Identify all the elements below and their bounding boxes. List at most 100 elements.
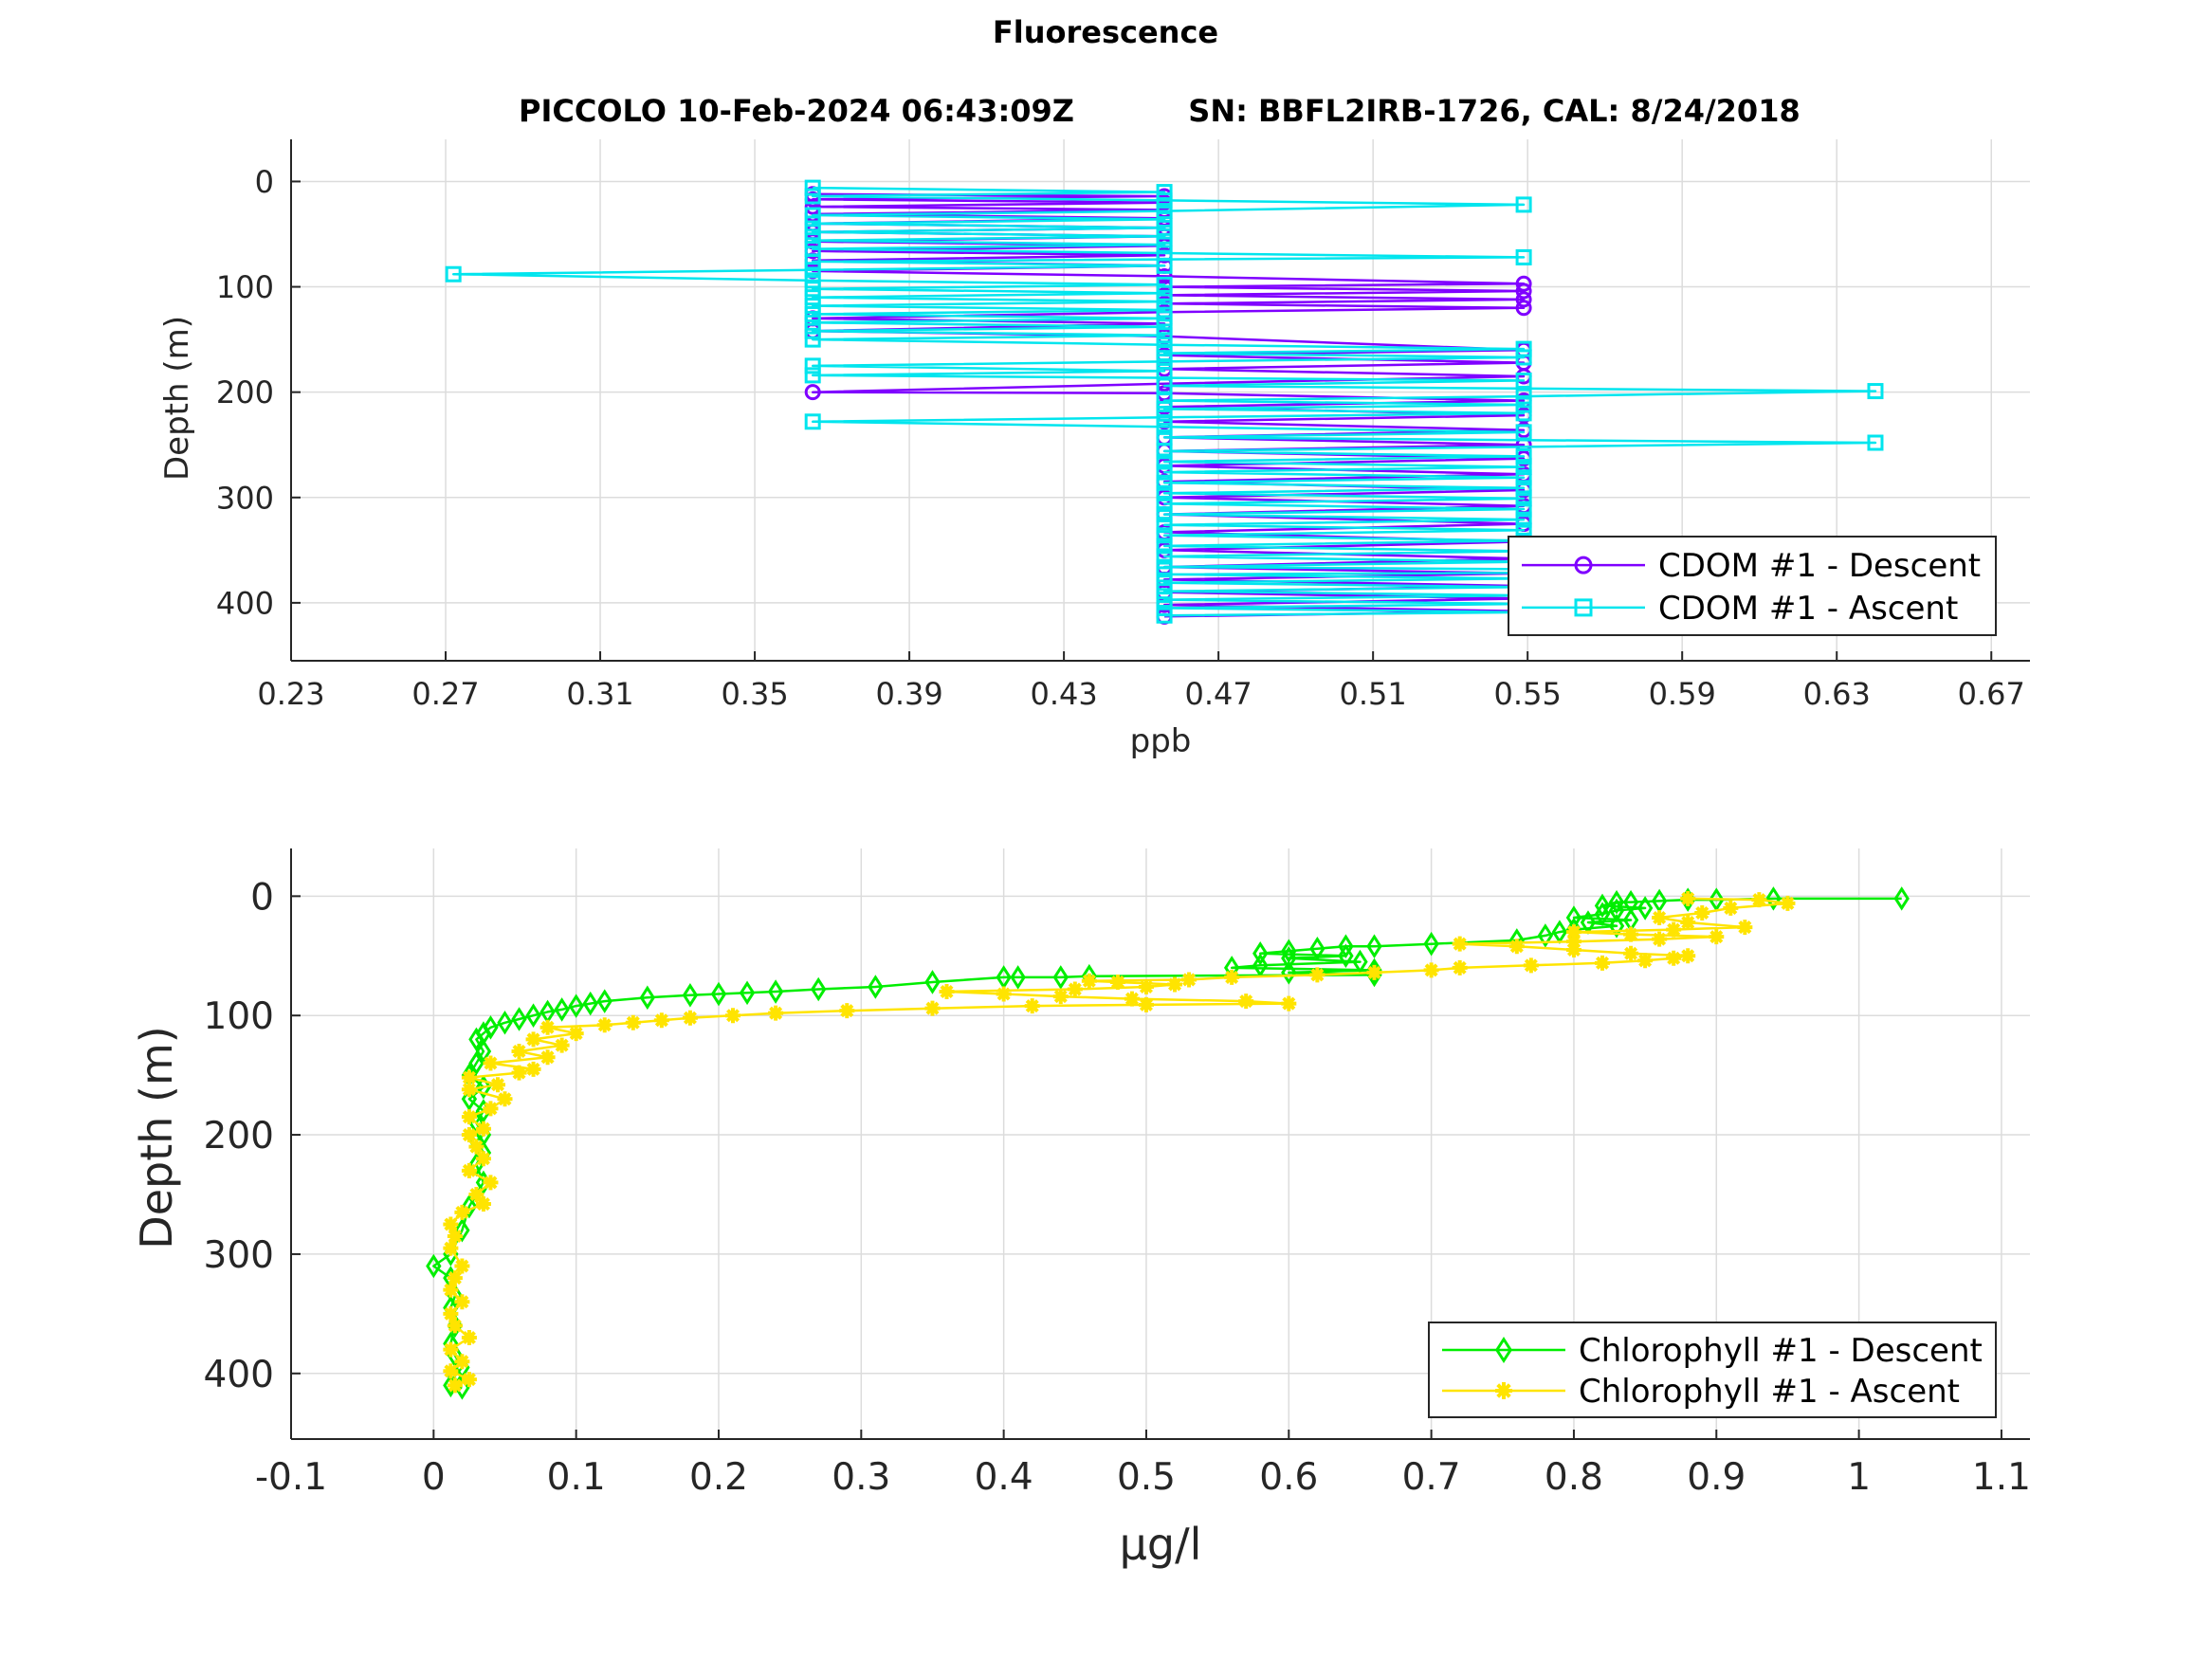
cdom-legend-label: CDOM #1 - Ascent [1658,590,1958,628]
chlorophyll-data-point [596,989,612,1013]
chlorophyll-data-point [1608,914,1625,939]
cdom-data-point [1515,447,1532,465]
cdom-data-point [1156,245,1173,262]
chlorophyll-x-tick-label: 1 [1847,1456,1871,1499]
cdom-y-tick-label: 0 [255,164,274,200]
chlorophyll-data-point [475,1151,491,1167]
cdom-x-tick-label: 0.55 [1494,676,1562,712]
cdom-data-point [1156,203,1173,220]
chlorophyll-data-point [1565,924,1581,940]
cdom-x-tick-label: 0.67 [1958,676,2025,712]
chlorophyll-data-point [454,1204,470,1220]
chlorophyll-data-point [483,1101,499,1117]
cdom-x-tick-label: 0.23 [257,676,324,712]
chlorophyll-data-point [447,1270,463,1286]
chlorophyll-y-axis-label: Depth (m) [131,1026,182,1249]
chlorophyll-x-tick-label: 1.1 [1972,1456,2031,1499]
chlorophyll-data-point [554,997,570,1022]
cdom-data-point [804,272,821,289]
chlorophyll-y-tick-label: 400 [204,1354,274,1396]
cdom-y-tick-label: 300 [216,480,274,516]
chlorophyll-data-point [1666,921,1682,938]
chlorophyll-data-point [461,1069,477,1085]
cdom-data-point [1156,210,1173,228]
cdom-data-point [1156,377,1173,394]
cdom-data-point [445,265,462,283]
chlorophyll-data-point [1452,936,1468,952]
cdom-data-point [1156,495,1173,512]
cdom-data-point [1156,592,1173,609]
cdom-x-tick-label: 0.39 [875,676,942,712]
chlorophyll-x-tick-label: 0.1 [547,1456,606,1499]
cdom-x-tick-label: 0.31 [566,676,633,712]
cdom-data-point [1515,490,1532,507]
chlorophyll-data-point [1594,893,1611,919]
cdom-data-point [1867,434,1884,451]
chlorophyll-data-point [1138,979,1154,994]
chlorophyll-data-point [768,1005,784,1021]
figure-subtitle-left: PICCOLO 10-Feb-2024 06:43:09Z [519,93,1074,129]
chlorophyll-data-point [497,1010,513,1035]
cdom-x-tick-label: 0.27 [411,676,479,712]
chlorophyll-legend-label: Chlorophyll #1 - Descent [1579,1332,1983,1370]
chlorophyll-data-point [461,1162,477,1178]
chlorophyll-data-point [1652,909,1668,925]
cdom-data-point [804,384,821,401]
cdom-data-point [1515,283,1532,300]
cdom-data-point [804,179,821,196]
chlorophyll-data-point [426,1253,442,1279]
cdom-data-point [804,224,821,241]
chlorophyll-data-point [454,1354,470,1370]
chlorophyll-data-point [739,980,756,1006]
chlorophyll-data-point [1252,940,1269,966]
chlorophyll-data-point [483,1175,499,1191]
chlorophyll-x-tick-label: -0.1 [255,1456,327,1499]
chlorophyll-data-point [1765,886,1782,911]
chlorophyll-data-point [682,983,699,1008]
chlorophyll-data-point [483,1015,499,1040]
chlorophyll-y-tick-label: 0 [250,876,274,919]
cdom-data-point [1515,196,1532,213]
chlorophyll-data-point [475,1039,492,1064]
chlorophyll-data-point [447,1318,463,1334]
chlorophyll-data-point [1893,886,1910,911]
chlorophyll-x-axis-label: μg/l [1120,1519,1202,1570]
chlorophyll-data-point [1737,920,1753,936]
chlorophyll-data-point [1709,929,1725,945]
cdom-data-point [804,331,821,348]
cdom-data-point [804,198,821,215]
cdom-data-point [1515,501,1532,518]
cdom-y-tick-label: 200 [216,374,274,410]
chlorophyll-data-point [461,1109,477,1125]
cdom-data-point [1515,291,1532,308]
chlorophyll-data-point [525,1003,541,1028]
cdom-data-point [1156,409,1173,426]
cdom-data-point [1156,527,1173,544]
cdom-data-point [804,207,821,224]
cdom-data-point [804,322,821,339]
chlorophyll-data-point [1281,995,1297,1012]
cdom-data-point [1156,327,1173,344]
chlorophyll-data-point [1680,948,1696,964]
chlorophyll-data-point [483,1055,499,1071]
chlorophyll-data-point [443,1216,459,1232]
cdom-data-point [1156,219,1173,236]
chlorophyll-data-point [1238,994,1254,1010]
chlorophyll-data-point [1423,962,1439,978]
chlorophyll-data-point [924,970,941,994]
cdom-x-tick-label: 0.47 [1185,676,1252,712]
chlorophyll-x-tick-label: 0 [422,1456,446,1499]
cdom-data-point [1156,236,1173,253]
chlorophyll-x-tick-label: 0.4 [975,1456,1033,1499]
chlorophyll-data-point [454,1294,470,1310]
chlorophyll-data-point [1366,964,1382,980]
chlorophyll-data-point [1109,974,1125,990]
chlorophyll-data-point [468,1050,484,1076]
chlorophyll-data-point [1224,969,1240,985]
chlorophyll-data-point [767,979,784,1004]
chlorophyll-data-point [939,984,955,1000]
chlorophyll-data-point [1052,965,1069,990]
chlorophyll-data-point [639,985,656,1011]
chlorophyll-data-point [725,1008,741,1024]
